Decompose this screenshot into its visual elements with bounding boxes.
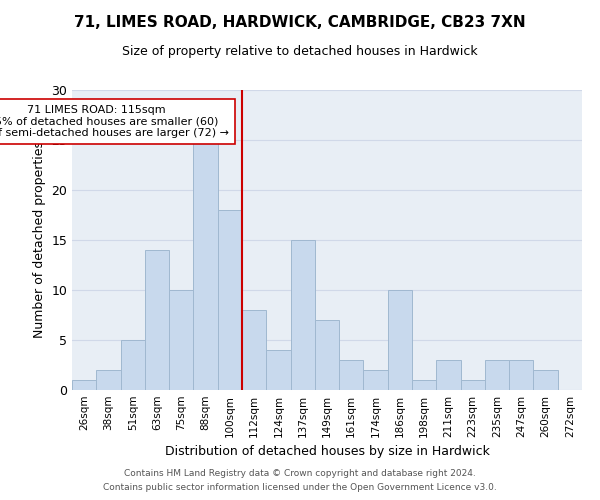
Bar xyxy=(461,380,485,390)
Bar xyxy=(485,360,509,390)
Bar xyxy=(169,290,193,390)
Text: Contains HM Land Registry data © Crown copyright and database right 2024.: Contains HM Land Registry data © Crown c… xyxy=(124,468,476,477)
Bar xyxy=(412,380,436,390)
Bar xyxy=(364,370,388,390)
Bar xyxy=(121,340,145,390)
Bar xyxy=(436,360,461,390)
Bar xyxy=(218,210,242,390)
Y-axis label: Number of detached properties: Number of detached properties xyxy=(33,142,46,338)
Bar xyxy=(266,350,290,390)
Bar xyxy=(533,370,558,390)
Bar xyxy=(96,370,121,390)
Bar xyxy=(290,240,315,390)
Bar xyxy=(388,290,412,390)
Bar xyxy=(193,140,218,390)
Bar xyxy=(339,360,364,390)
Text: Contains public sector information licensed under the Open Government Licence v3: Contains public sector information licen… xyxy=(103,484,497,492)
Bar xyxy=(509,360,533,390)
Bar xyxy=(242,310,266,390)
Text: 71 LIMES ROAD: 115sqm
← 45% of detached houses are smaller (60)
54% of semi-deta: 71 LIMES ROAD: 115sqm ← 45% of detached … xyxy=(0,105,229,138)
Text: 71, LIMES ROAD, HARDWICK, CAMBRIDGE, CB23 7XN: 71, LIMES ROAD, HARDWICK, CAMBRIDGE, CB2… xyxy=(74,15,526,30)
X-axis label: Distribution of detached houses by size in Hardwick: Distribution of detached houses by size … xyxy=(164,446,490,458)
Bar xyxy=(315,320,339,390)
Bar xyxy=(72,380,96,390)
Bar xyxy=(145,250,169,390)
Text: Size of property relative to detached houses in Hardwick: Size of property relative to detached ho… xyxy=(122,45,478,58)
